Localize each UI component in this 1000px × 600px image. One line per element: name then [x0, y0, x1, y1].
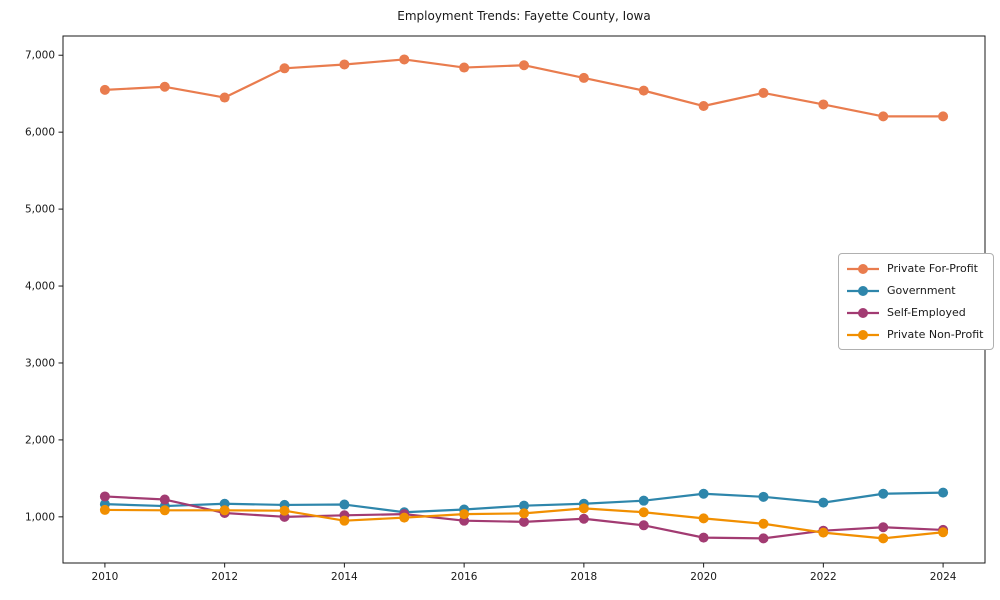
legend-item-government: Government [846, 282, 983, 299]
legend-label: Self-Employed [887, 306, 966, 319]
data-point-private-for-profit [279, 63, 290, 74]
data-point-private-non-profit [878, 533, 889, 544]
x-tick-label: 2018 [571, 571, 598, 583]
data-point-self-employed [99, 491, 110, 502]
data-point-private-non-profit [818, 527, 829, 538]
data-point-self-employed [758, 533, 769, 544]
data-point-private-non-profit [758, 518, 769, 529]
legend-marker-icon [847, 307, 879, 318]
y-tick-label: 6,000 [25, 127, 55, 139]
data-point-self-employed [578, 513, 589, 524]
data-point-private-non-profit [638, 507, 649, 518]
data-point-private-non-profit [399, 512, 410, 523]
data-point-self-employed [638, 520, 649, 531]
legend-item-private-for-profit: Private For-Profit [846, 260, 983, 277]
legend-item-private-non-profit: Private Non-Profit [846, 326, 983, 343]
data-point-private-for-profit [519, 60, 529, 71]
data-point-government [878, 488, 889, 499]
x-tick-label: 2014 [331, 571, 358, 583]
data-point-private-non-profit [519, 508, 529, 519]
legend-marker-icon [847, 329, 879, 340]
data-point-government [519, 500, 529, 511]
data-point-private-non-profit [938, 527, 949, 538]
y-tick-label: 1,000 [25, 511, 55, 523]
data-point-government [818, 497, 829, 508]
legend-marker-icon [847, 263, 879, 274]
data-point-private-for-profit [159, 81, 170, 92]
y-tick-label: 4,000 [25, 281, 55, 293]
data-point-self-employed [519, 516, 529, 527]
y-tick-label: 5,000 [25, 204, 55, 216]
data-point-self-employed [698, 532, 709, 543]
data-point-private-non-profit [219, 505, 230, 516]
data-point-government [638, 495, 649, 506]
x-tick-label: 2022 [810, 571, 837, 583]
x-tick-label: 2016 [451, 571, 478, 583]
y-tick-label: 2,000 [25, 434, 55, 446]
data-point-private-for-profit [818, 99, 829, 110]
data-point-private-for-profit [758, 87, 769, 98]
data-point-private-for-profit [339, 59, 350, 70]
data-point-self-employed [878, 522, 889, 533]
data-point-private-non-profit [459, 509, 470, 520]
data-point-private-for-profit [698, 101, 709, 112]
legend-label: Private For-Profit [887, 262, 978, 275]
y-tick-label: 7,000 [25, 50, 55, 62]
data-point-private-non-profit [99, 504, 110, 515]
legend-label: Government [887, 284, 956, 297]
data-point-government [698, 488, 709, 499]
y-tick-label: 3,000 [25, 357, 55, 369]
data-point-private-for-profit [638, 85, 649, 96]
data-point-private-for-profit [459, 62, 470, 73]
data-point-government [339, 499, 350, 510]
x-tick-label: 2024 [930, 571, 957, 583]
data-point-private-non-profit [578, 503, 589, 514]
data-point-private-for-profit [938, 111, 949, 122]
data-point-government [938, 487, 949, 498]
data-point-government [758, 491, 769, 502]
data-point-private-for-profit [878, 111, 889, 122]
chart-title: Employment Trends: Fayette County, Iowa [397, 9, 651, 23]
legend: Private For-Profit Government Self-Employe… [838, 253, 995, 350]
data-point-private-for-profit [578, 72, 589, 83]
data-point-private-for-profit [399, 54, 410, 65]
x-tick-label: 2020 [690, 571, 717, 583]
data-point-private-non-profit [339, 515, 350, 526]
legend-label: Private Non-Profit [887, 328, 984, 341]
x-tick-label: 2012 [211, 571, 238, 583]
legend-marker-icon [847, 285, 879, 296]
data-point-private-non-profit [698, 513, 709, 524]
legend-item-self-employed: Self-Employed [846, 304, 983, 321]
x-tick-label: 2010 [92, 571, 119, 583]
data-point-private-non-profit [159, 505, 170, 516]
data-point-private-non-profit [279, 505, 290, 516]
data-point-self-employed [159, 494, 170, 505]
data-point-private-for-profit [99, 84, 110, 95]
data-point-private-for-profit [219, 92, 230, 103]
